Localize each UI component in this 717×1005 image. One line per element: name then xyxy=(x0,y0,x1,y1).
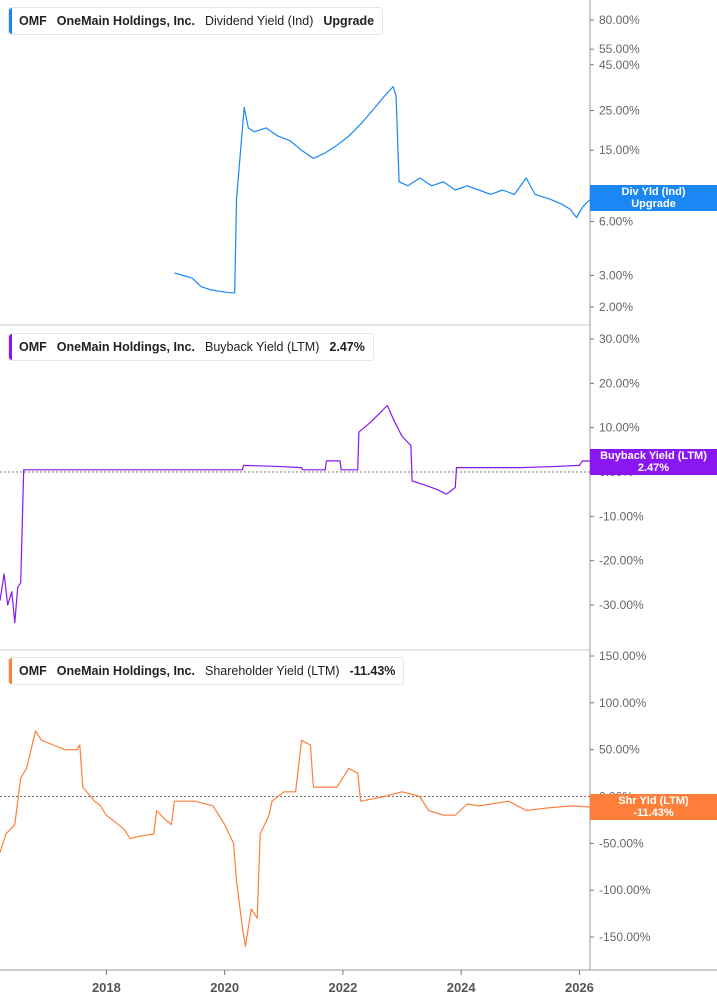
badge-label: Div Yld (Ind) xyxy=(621,186,686,198)
y-tick-label: 100.00% xyxy=(599,696,647,710)
legend-metric: Buyback Yield (LTM) xyxy=(204,340,320,354)
legend-buyback-yield: OMF OneMain Holdings, Inc. Buyback Yield… xyxy=(8,333,374,361)
x-tick-label: 2024 xyxy=(447,980,477,995)
panel-2: 30.00%20.00%10.00%0.00%-10.00%-20.00%-30… xyxy=(0,332,644,624)
legend-value: 2.47% xyxy=(329,340,365,354)
plot-area: 80.00%55.00%45.00%25.00%15.00%8.00%6.00%… xyxy=(0,13,651,947)
legend-metric: Dividend Yield (Ind) xyxy=(204,14,314,28)
legend-shareholder-yield: OMF OneMain Holdings, Inc. Shareholder Y… xyxy=(8,657,405,685)
legend-ticker: OMF xyxy=(19,14,47,28)
y-tick-label: -30.00% xyxy=(599,598,644,612)
legend-company: OneMain Holdings, Inc. xyxy=(56,664,195,678)
legend-ticker: OMF xyxy=(19,340,47,354)
y-tick-label: 45.00% xyxy=(599,58,640,72)
legend-color-bar xyxy=(9,334,12,360)
current-value-badge-shareholder: Shr Yld (LTM) -11.43% xyxy=(590,794,717,820)
badge-value: 2.47% xyxy=(637,462,670,474)
x-tick-label: 2026 xyxy=(565,980,594,995)
current-value-badge-buyback: Buyback Yield (LTM) 2.47% xyxy=(590,449,717,475)
legend-dividend-yield: OMF OneMain Holdings, Inc. Dividend Yiel… xyxy=(8,7,384,35)
y-tick-label: 55.00% xyxy=(599,42,640,56)
legend-value: -11.43% xyxy=(349,664,396,678)
badge-label: Buyback Yield (LTM) xyxy=(600,450,707,462)
legend-company: OneMain Holdings, Inc. xyxy=(56,340,195,354)
y-tick-label: 15.00% xyxy=(599,143,640,157)
y-tick-label: 25.00% xyxy=(599,103,640,117)
legend-color-bar xyxy=(9,8,12,34)
legend-value[interactable]: Upgrade xyxy=(323,14,375,28)
y-tick-label: 3.00% xyxy=(599,268,633,282)
badge-value: -11.43% xyxy=(633,807,674,819)
legend-metric: Shareholder Yield (LTM) xyxy=(204,664,340,678)
y-tick-label: 50.00% xyxy=(599,743,640,757)
x-tick-label: 2018 xyxy=(92,980,121,995)
y-tick-label: -50.00% xyxy=(599,836,644,850)
series-line xyxy=(0,404,592,624)
y-tick-label: 80.00% xyxy=(599,13,640,27)
current-value-badge-dividend: Div Yld (Ind) Upgrade xyxy=(590,185,717,211)
series-line xyxy=(0,730,592,947)
y-tick-label: 6.00% xyxy=(599,215,633,229)
y-tick-label: 10.00% xyxy=(599,421,640,435)
y-tick-label: -20.00% xyxy=(599,554,644,568)
y-tick-label: -100.00% xyxy=(599,883,651,897)
y-tick-label: 150.00% xyxy=(599,649,647,663)
x-tick-label: 2022 xyxy=(328,980,357,995)
y-tick-label: 20.00% xyxy=(599,376,640,390)
y-tick-label: -10.00% xyxy=(599,509,644,523)
legend-color-bar xyxy=(9,658,12,684)
legend-company: OneMain Holdings, Inc. xyxy=(56,14,195,28)
y-tick-label: -150.00% xyxy=(599,930,651,944)
badge-label: Shr Yld (LTM) xyxy=(618,795,689,807)
legend-ticker: OMF xyxy=(19,664,47,678)
y-tick-label: 2.00% xyxy=(599,300,633,314)
panel-1: 80.00%55.00%45.00%25.00%15.00%8.00%6.00%… xyxy=(174,13,640,314)
badge-value[interactable]: Upgrade xyxy=(631,198,676,210)
series-line xyxy=(174,86,595,294)
panel-3: 150.00%100.00%50.00%0.00%-50.00%-100.00%… xyxy=(0,649,651,947)
x-tick-label: 2020 xyxy=(210,980,239,995)
y-tick-label: 30.00% xyxy=(599,332,640,346)
